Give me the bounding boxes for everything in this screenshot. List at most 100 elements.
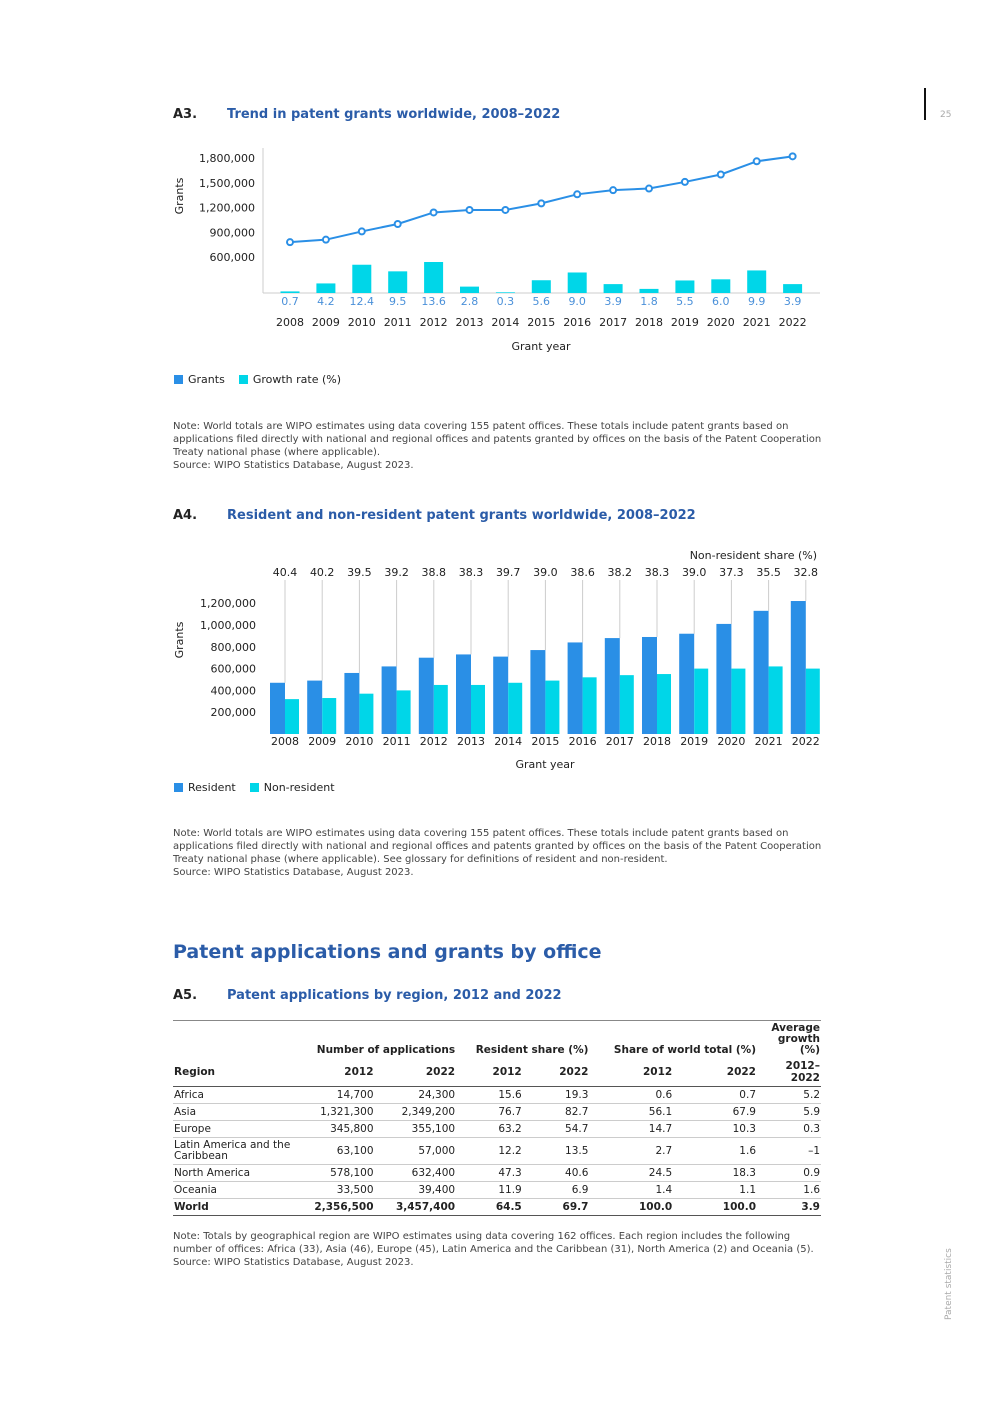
- y-tick-label: 1,000,000: [200, 619, 256, 632]
- x-tick-label: 2008: [276, 316, 304, 329]
- column-header: 2022: [673, 1058, 757, 1087]
- table-cell: 3.9: [757, 1198, 821, 1216]
- table-cell: Africa: [173, 1086, 293, 1104]
- growth-rate-label: 3.9: [604, 295, 622, 308]
- table-cell: Latin America and the Caribbean: [173, 1137, 293, 1165]
- growth-rate-bar: [352, 264, 372, 293]
- table-cell: 76.7: [456, 1103, 523, 1121]
- grants-point: [716, 170, 725, 179]
- non-resident-bar: [285, 699, 299, 734]
- growth-rate-label: 0.3: [497, 295, 515, 308]
- x-tick-label: 2014: [491, 316, 519, 329]
- resident-bar: [567, 642, 583, 734]
- grants-point: [321, 235, 330, 244]
- y-tick-label: 600,000: [210, 251, 256, 264]
- share-label: 38.3: [459, 566, 484, 579]
- table-cell: 24.5: [589, 1164, 674, 1182]
- table-cell: 1.4: [589, 1181, 674, 1199]
- table-row: North America 578,100 632,400 47.3 40.6 24.5 1…: [173, 1164, 821, 1182]
- growth-rate-bar: [424, 262, 444, 293]
- table-cell: 40.6: [522, 1164, 590, 1182]
- resident-bar: [418, 657, 434, 734]
- table-cell: 69.7: [522, 1198, 590, 1216]
- share-label: 38.2: [608, 566, 633, 579]
- table-cell: North America: [173, 1164, 293, 1182]
- table-cell: 1.6: [757, 1181, 821, 1199]
- share-label: 40.4: [273, 566, 298, 579]
- column-header: 2012: [456, 1058, 523, 1087]
- x-tick-label: 2014: [494, 735, 522, 748]
- resident-bar: [307, 680, 323, 734]
- growth-rate-label: 4.2: [317, 295, 335, 308]
- resident-bar: [753, 610, 769, 734]
- growth-rate-bar: [675, 280, 695, 293]
- y-tick-label: 1,200,000: [200, 597, 256, 610]
- table-cell: 64.5: [456, 1198, 523, 1216]
- growth-rate-bar: [711, 279, 731, 293]
- table-cell: 0.7: [673, 1086, 757, 1104]
- table-cell: 3,457,400: [374, 1198, 457, 1216]
- table-row: World 2,356,500 3,457,400 64.5 69.7 100.0 100.…: [173, 1198, 821, 1216]
- table-cell: –1: [757, 1137, 821, 1165]
- growth-rate-bar: [388, 271, 408, 293]
- share-label: 39.7: [496, 566, 521, 579]
- growth-rate-label: 9.0: [568, 295, 586, 308]
- non-resident-bar: [359, 693, 374, 734]
- resident-bar: [604, 638, 620, 734]
- growth-rate-bar: [567, 272, 587, 293]
- table-cell: 33,500: [293, 1181, 375, 1199]
- non-resident-bar: [508, 682, 523, 734]
- growth-rate-label: 9.9: [748, 295, 766, 308]
- growth-rate-bar: [639, 288, 659, 293]
- grants-point: [609, 186, 618, 195]
- table-cell: 11.9: [456, 1181, 523, 1199]
- figure-number: A3.: [173, 107, 198, 122]
- table-cell: 82.7: [522, 1103, 590, 1121]
- table-cell: 2,349,200: [374, 1103, 457, 1121]
- growth-rate-bar: [460, 286, 479, 293]
- table-row: Asia 1,321,300 2,349,200 76.7 82.7 56.1 67.9 5.…: [173, 1103, 821, 1121]
- table-row: Europe 345,800 355,100 63.2 54.7 14.7 10.3 0.3: [173, 1120, 821, 1138]
- table-cell: 100.0: [589, 1198, 674, 1216]
- x-tick-label: 2020: [717, 735, 745, 748]
- growth-rate-label: 2.8: [461, 295, 479, 308]
- table-cell: 1,321,300: [293, 1103, 375, 1121]
- x-tick-label: 2016: [569, 735, 597, 748]
- table-cell: 24,300: [374, 1086, 457, 1104]
- y-tick-label: 800,000: [211, 641, 257, 654]
- grants-point: [501, 205, 510, 214]
- table-cell: 19.3: [522, 1086, 590, 1104]
- chart-legend: Grants Growth rate (%): [174, 373, 341, 386]
- x-tick-label: 2017: [599, 316, 627, 329]
- page-number: 25: [940, 110, 952, 120]
- resident-nonresident-chart: 200,000 400,000 600,000 800,000 1,000,000 1,2…: [173, 549, 820, 771]
- legend-grants: Grants: [174, 373, 225, 386]
- y-tick-label: 900,000: [210, 226, 256, 239]
- share-label: 32.8: [794, 566, 819, 579]
- table-cell: 0.3: [757, 1120, 821, 1138]
- table-cell: 63,100: [293, 1137, 375, 1165]
- x-tick-label: 2016: [563, 316, 591, 329]
- table-cell: 5.2: [757, 1086, 821, 1104]
- figure-title: Patent applications by region, 2012 and …: [227, 988, 562, 1003]
- legend-non-resident: Non-resident: [249, 781, 335, 794]
- non-resident-bar: [471, 684, 485, 734]
- grants-trend-chart: 600,000 900,000 1,200,000 1,500,000 1,800,00…: [173, 148, 820, 353]
- page-marker: [924, 88, 926, 120]
- side-label: Patent statistics: [944, 1248, 954, 1320]
- table-cell: 57,000: [374, 1137, 457, 1165]
- growth-rate-label: 5.5: [676, 295, 694, 308]
- growth-rate-bar: [280, 291, 300, 293]
- x-tick-label: 2015: [531, 735, 559, 748]
- growth-rate-bar: [747, 270, 767, 293]
- resident-bar: [456, 654, 471, 734]
- table-cell: Europe: [173, 1120, 293, 1138]
- growth-rate-label: 12.4: [350, 295, 375, 308]
- table-cell: 632,400: [374, 1164, 457, 1182]
- resident-bar: [493, 656, 509, 734]
- column-header: 2022: [374, 1058, 457, 1087]
- x-axis-title: Grant year: [515, 758, 575, 771]
- growth-rate-label: 13.6: [421, 295, 446, 308]
- resident-bar: [530, 650, 546, 734]
- figure-note: Note: World totals are WIPO estimates us…: [173, 828, 822, 878]
